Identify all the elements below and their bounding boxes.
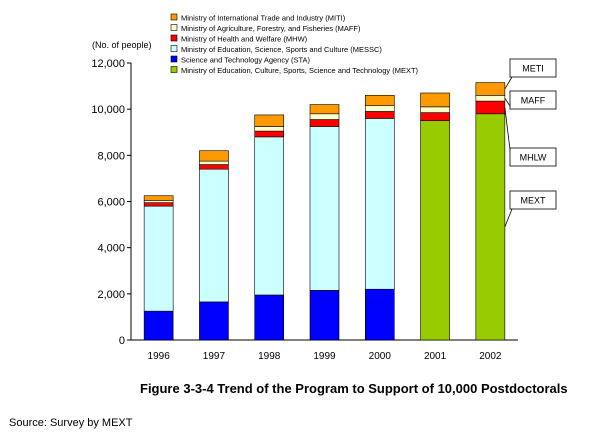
y-tick-label: 8,000 xyxy=(97,150,125,162)
bar-segment-2001-3 xyxy=(420,112,450,122)
callout-label-mext: MEXT xyxy=(520,196,546,206)
figure-caption: Figure 3-3-4 Trend of the Program to Sup… xyxy=(140,381,568,396)
bar-segment-2001-4 xyxy=(420,106,450,113)
legend-label-2: Ministry of Health and Welfare (MHW) xyxy=(181,35,308,44)
bar-segment-1998-0 xyxy=(254,294,285,341)
bar-segment-1998-5 xyxy=(254,114,285,127)
legend-swatch-0 xyxy=(170,13,178,21)
x-tick-label: 1997 xyxy=(203,351,226,362)
bar-segment-1999-0 xyxy=(309,290,340,341)
bar-segment-1997-1 xyxy=(199,168,229,303)
x-tick-label: 1998 xyxy=(258,351,281,362)
bar-segment-1999-3 xyxy=(309,119,340,127)
legend-label-0: Ministry of International Trade and Indu… xyxy=(181,14,346,23)
bar-segment-1997-0 xyxy=(199,301,229,341)
callout-leader-meti xyxy=(504,76,513,90)
bar-segment-2001-2 xyxy=(420,120,450,341)
callout-box-maff xyxy=(509,90,557,110)
bar-segment-1996-0 xyxy=(143,310,174,341)
bar-segment-2000-3 xyxy=(364,111,395,119)
source-note: Source: Survey by MEXT xyxy=(9,417,133,429)
x-tick-label: 1999 xyxy=(313,351,336,362)
y-tick-label: 2,000 xyxy=(97,289,125,301)
bar-segment-1997-4 xyxy=(199,160,229,165)
callout-label-maff: MAFF xyxy=(521,96,546,106)
y-axis-title: (No. of people) xyxy=(92,40,152,50)
legend-label-4: Science and Technology Agency (STA) xyxy=(181,56,310,65)
legend-swatch-4 xyxy=(170,55,178,63)
legend-swatch-3 xyxy=(170,45,178,52)
bar-segment-1998-4 xyxy=(254,126,285,132)
callout-box-meti xyxy=(509,58,557,78)
bar-segment-2000-4 xyxy=(364,105,395,112)
bar-segment-1996-3 xyxy=(143,202,174,207)
y-tick-label: 6,000 xyxy=(97,197,125,209)
legend-label-3: Ministry of Education, Science, Sports a… xyxy=(181,45,382,54)
x-tick-label: 1996 xyxy=(148,351,171,362)
bar-segment-1998-3 xyxy=(254,130,285,138)
bar-segment-2001-5 xyxy=(420,92,450,108)
bar-segment-2000-5 xyxy=(364,95,395,107)
legend-swatch-5 xyxy=(170,66,178,73)
legend-swatch-2 xyxy=(170,34,178,42)
bar-segment-1999-1 xyxy=(309,126,340,291)
bar-segment-2002-4 xyxy=(475,95,506,102)
callout-box-mext xyxy=(509,190,557,210)
y-tick-label: 10,000 xyxy=(91,104,125,116)
bar-segment-1996-5 xyxy=(143,195,174,201)
bar-segment-1997-3 xyxy=(199,164,229,170)
bar-segment-1996-4 xyxy=(143,200,174,203)
bar-segment-2002-5 xyxy=(475,82,506,96)
x-tick-label: 2001 xyxy=(424,351,447,362)
y-tick-label: 4,000 xyxy=(97,243,125,255)
legend-label-1: Ministry of Agriculture, Forestry, and F… xyxy=(181,24,361,33)
x-tick-label: 2000 xyxy=(369,351,392,362)
y-tick-label: 0 xyxy=(119,335,125,347)
bar-segment-1998-1 xyxy=(254,136,285,296)
bar-segment-2000-1 xyxy=(364,118,395,290)
legend-swatch-1 xyxy=(170,24,178,31)
bar-segment-1997-5 xyxy=(199,150,229,162)
x-tick-label: 2002 xyxy=(479,351,502,362)
legend-label-5: Ministry of Education, Culture, Sports, … xyxy=(181,66,419,75)
bar-segment-2002-2 xyxy=(475,113,506,341)
bar-segment-2000-0 xyxy=(364,288,395,341)
callout-leader-mext xyxy=(504,208,513,228)
callout-label-meti: METI xyxy=(522,64,544,74)
bar-segment-1999-4 xyxy=(309,113,340,120)
bar-segment-1999-5 xyxy=(309,104,340,115)
bar-segment-1996-1 xyxy=(143,205,174,312)
y-tick-label: 12,000 xyxy=(91,58,125,70)
callout-box-mhlw xyxy=(509,147,557,167)
callout-label-mhlw: MHLW xyxy=(520,153,547,163)
bar-segment-2002-3 xyxy=(475,100,506,115)
